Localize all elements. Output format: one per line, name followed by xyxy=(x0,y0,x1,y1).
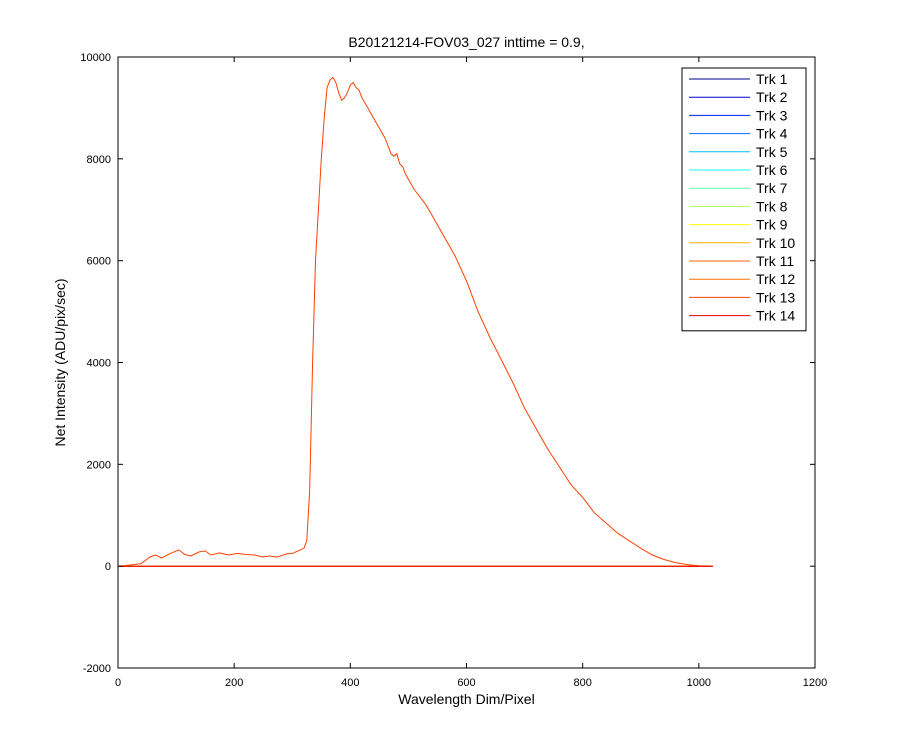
y-tick-label: 8000 xyxy=(87,154,111,166)
series-line-trk-13 xyxy=(118,76,713,567)
y-tick-label: 10000 xyxy=(80,52,111,64)
x-tick-label: 1000 xyxy=(687,677,711,689)
x-axis-label: Wavelength Dim/Pixel xyxy=(398,691,534,707)
legend-label-trk-2: Trk 2 xyxy=(756,89,788,105)
chart-title: B20121214-FOV03_027 inttime = 0.9, xyxy=(348,34,584,50)
series-layer xyxy=(118,76,713,567)
legend-label-trk-13: Trk 13 xyxy=(756,289,795,305)
x-tick-label: 800 xyxy=(573,677,591,689)
legend-label-trk-10: Trk 10 xyxy=(756,235,795,251)
legend-label-trk-7: Trk 7 xyxy=(756,180,788,196)
legend-label-trk-11: Trk 11 xyxy=(756,253,794,269)
x-tick-label: 1200 xyxy=(803,677,827,689)
legend-label-trk-8: Trk 8 xyxy=(756,198,788,214)
y-tick-label: 0 xyxy=(105,561,111,573)
legend-label-trk-14: Trk 14 xyxy=(756,308,795,324)
legend-label-trk-3: Trk 3 xyxy=(756,107,788,123)
x-tick-label: 0 xyxy=(115,677,121,689)
x-tick-label: 200 xyxy=(225,677,243,689)
legend: Trk 1 Trk 2 Trk 3 Trk 4 Trk 5 Trk 6 Trk 7 Trk 8… xyxy=(681,67,807,332)
legend-label-trk-12: Trk 12 xyxy=(756,271,795,287)
legend-label-trk-5: Trk 5 xyxy=(756,144,788,160)
ticks-layer: 0 200 400 600 800 1000 1200 -2000 0 2000 4000 6000 8… xyxy=(80,52,827,689)
x-tick-label: 400 xyxy=(341,677,359,689)
y-tick-label: 6000 xyxy=(87,256,111,268)
y-axis-label: Net Intensity (ADU/pix/sec) xyxy=(52,278,68,446)
legend-box xyxy=(681,67,807,332)
legend-label-trk-1: Trk 1 xyxy=(756,71,788,87)
legend-label-trk-4: Trk 4 xyxy=(756,126,788,142)
y-tick-label: 4000 xyxy=(87,358,111,370)
legend-label-trk-9: Trk 9 xyxy=(756,217,788,233)
x-tick-label: 600 xyxy=(457,677,475,689)
y-tick-label: -2000 xyxy=(83,663,111,675)
y-tick-label: 2000 xyxy=(87,459,111,471)
legend-label-trk-6: Trk 6 xyxy=(756,162,788,178)
